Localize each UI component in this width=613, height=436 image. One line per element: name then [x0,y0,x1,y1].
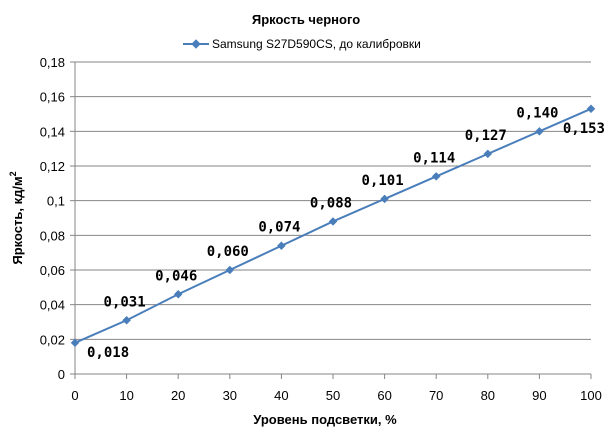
y-tick-label: 0,02 [40,332,65,347]
x-tick-label: 30 [223,388,237,403]
y-tick-label: 0 [58,367,65,382]
data-label: 0,060 [207,244,249,260]
x-tick-label: 70 [429,388,443,403]
data-point [70,338,80,348]
x-axis-title: Уровень подсветки, % [253,412,397,427]
data-point [173,289,183,299]
legend-label: Samsung S27D590CS, до калибровки [212,37,421,51]
chart-title: Яркость черного [252,12,360,27]
x-tick-label: 10 [119,388,133,403]
data-point [277,241,286,251]
data-label: 0,088 [310,195,352,211]
data-point [431,172,441,181]
x-tick-label: 60 [377,388,391,403]
data-label: 0,114 [413,150,455,166]
data-label: 0,153 [563,121,605,137]
x-tick-label: 100 [580,388,602,403]
series [70,104,596,348]
data-label: 0,074 [258,220,300,236]
data-point [586,104,596,114]
data-label: 0,046 [155,268,197,284]
y-tick-label: 0,06 [40,263,65,278]
x-tick-label: 50 [326,388,340,403]
y-tick-labels: 0 0,02 0,04 0,06 0,08 0,1 0,12 0,14 0,16 0,18 [40,55,65,382]
axes [70,61,592,379]
y-tick-label: 0,04 [40,298,65,313]
data-point [380,194,389,204]
x-tick-label: 0 [71,388,78,403]
y-tick-label: 0,16 [40,90,65,105]
data-label: 0,140 [516,105,558,121]
data-label: 0,101 [362,173,404,189]
x-tick-labels: 0 10 20 30 40 50 60 70 80 90 100 [71,388,601,403]
y-tick-label: 0,08 [40,228,65,243]
y-tick-label: 0,12 [40,159,65,174]
y-axis-title: Яркость, кд/м2 [8,171,25,264]
y-tick-label: 0,14 [40,124,65,139]
x-tick-label: 20 [171,388,185,403]
y-tick-label: 0,1 [47,194,65,209]
x-tick-label: 90 [532,388,546,403]
y-tick-label: 0,18 [40,55,65,70]
data-point [535,126,544,136]
y-axis-title-main: Яркость, кд/м [10,176,25,264]
grid [75,61,591,340]
data-label: 0,127 [465,128,507,144]
data-label: 0,031 [104,294,146,310]
data-point [122,315,131,325]
legend-marker [191,39,201,49]
x-tick-label: 40 [274,388,288,403]
x-tick-label: 80 [481,388,495,403]
data-point [483,149,493,159]
y-axis-title-sup: 2 [8,171,18,176]
data-labels: 0,018 0,031 0,046 0,060 0,074 0,088 0,101 0,114… [87,105,605,360]
legend: Samsung S27D590CS, до калибровки [183,37,421,51]
data-label: 0,018 [87,345,129,361]
data-point [328,217,338,226]
data-point [225,265,235,275]
